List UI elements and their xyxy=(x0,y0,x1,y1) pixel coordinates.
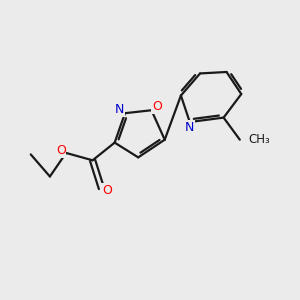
Text: O: O xyxy=(56,144,66,157)
Text: O: O xyxy=(152,100,162,113)
Text: CH₃: CH₃ xyxy=(248,133,270,146)
Text: N: N xyxy=(115,103,124,116)
Text: N: N xyxy=(185,121,194,134)
Text: O: O xyxy=(102,184,112,197)
